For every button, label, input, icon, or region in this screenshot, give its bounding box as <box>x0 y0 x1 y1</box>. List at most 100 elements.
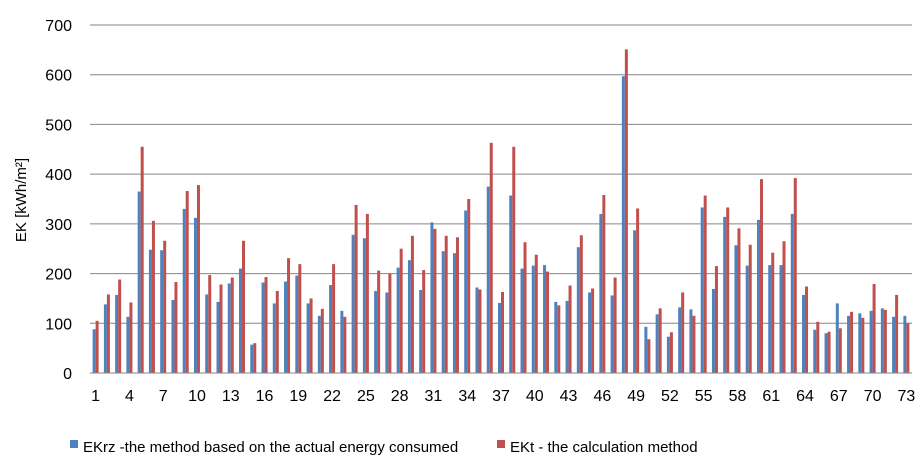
bar-ekrz <box>588 292 592 373</box>
bar-ekrz <box>880 308 884 373</box>
bar-ekt <box>242 240 246 373</box>
bar-ekrz <box>396 267 400 373</box>
x-tick-label: 31 <box>425 388 443 405</box>
y-axis-ticks: 0 100 200 300 400 500 600 700 <box>45 18 72 383</box>
bar-ekrz <box>903 315 907 373</box>
bar-ekrz <box>509 195 513 373</box>
bar-ekt <box>624 49 628 374</box>
x-tick-label: 10 <box>188 388 206 405</box>
bar-ekrz <box>745 265 749 373</box>
y-tick-label: 0 <box>63 366 72 383</box>
legend-swatch <box>497 440 505 448</box>
y-axis-title: EK [kWh/m²] <box>13 158 30 242</box>
legend-item: EKrz -the method based on the actual ene… <box>70 439 458 456</box>
bar-ekrz <box>790 213 794 373</box>
bar-ekt <box>253 343 257 373</box>
y-tick-label: 300 <box>45 217 72 234</box>
bar-ekrz <box>723 216 727 373</box>
bar-ekt <box>185 191 189 373</box>
bar-ekt <box>714 266 718 373</box>
bar-ekrz <box>306 303 310 373</box>
x-tick-label: 1 <box>91 388 100 405</box>
bar-ekt <box>838 328 842 373</box>
bar-ekt <box>613 277 617 373</box>
bar-ekrz <box>813 329 817 373</box>
x-tick-label: 40 <box>526 388 544 405</box>
bar-ekrz <box>317 315 321 373</box>
legend-label: EKt - the calculation method <box>510 439 698 456</box>
bar-ekrz <box>295 275 299 373</box>
bar-ekt <box>512 146 516 373</box>
bar-ekrz <box>858 313 862 373</box>
bar-ekt <box>692 315 696 373</box>
bar-ekrz <box>160 250 164 373</box>
legend: EKrz -the method based on the actual ene… <box>70 439 698 456</box>
bar-ekt <box>174 282 178 373</box>
bar-ekt <box>793 178 797 373</box>
bar-ekrz <box>633 230 637 373</box>
x-tick-label: 13 <box>222 388 240 405</box>
bar-ekt <box>287 258 291 373</box>
bar-ekt <box>163 240 167 373</box>
bar-ekt <box>546 271 550 373</box>
bar-ekt <box>568 285 572 373</box>
bar-ekt <box>208 275 212 373</box>
bar-ekt <box>365 213 369 373</box>
bar-ekrz <box>892 316 896 373</box>
bar-ekrz <box>239 268 243 373</box>
x-axis-ticks: 1 4 7 10 13 16 19 22 25 28 31 34 37 40 43 46 49 52 55 58 61 6… <box>91 388 915 405</box>
bar-ekrz <box>261 282 265 373</box>
bar-ekt <box>782 241 786 373</box>
bar-ekrz <box>284 281 288 373</box>
bar-ekrz <box>340 310 344 373</box>
x-tick-label: 19 <box>289 388 307 405</box>
bar-ekrz <box>768 265 772 373</box>
x-tick-label: 52 <box>661 388 679 405</box>
bar-ekt <box>467 199 471 373</box>
bar-ekrz <box>644 326 648 373</box>
bar-ekt <box>444 235 448 373</box>
bar-ekt <box>298 264 302 373</box>
x-tick-label: 16 <box>256 388 274 405</box>
bar-ekrz <box>126 316 130 373</box>
bar-ekrz <box>531 265 535 373</box>
bar-ekrz <box>824 333 828 373</box>
bar-ekrz <box>385 292 389 373</box>
x-tick-label: 43 <box>560 388 578 405</box>
x-tick-label: 55 <box>695 388 713 405</box>
bar-ekt <box>354 204 358 373</box>
bar-ekrz <box>802 294 806 373</box>
bar-ekt <box>669 332 673 373</box>
x-tick-label: 70 <box>864 388 882 405</box>
bar-ekrz <box>565 300 569 373</box>
bar-ekrz <box>689 309 693 373</box>
bar-ekrz <box>734 245 738 373</box>
x-tick-label: 37 <box>492 388 510 405</box>
bar-ekt <box>501 291 504 373</box>
bar-ekt <box>557 305 561 373</box>
legend-swatch <box>70 440 78 448</box>
bar-ekrz <box>216 301 220 373</box>
bar-ekrz <box>227 283 231 373</box>
bar-ekrz <box>498 302 501 373</box>
bar-ekrz <box>205 294 209 373</box>
bar-ekrz <box>486 186 490 373</box>
y-tick-label: 600 <box>45 68 72 85</box>
x-tick-label: 46 <box>593 388 611 405</box>
bar-ekt <box>332 264 336 373</box>
y-tick-label: 700 <box>45 18 72 35</box>
bar-ekt <box>759 179 763 373</box>
bar-ekrz <box>520 268 524 373</box>
bar-ekt <box>219 284 223 373</box>
bar-ekt <box>320 308 324 373</box>
bar-ekt <box>388 273 392 373</box>
bar-ekrz <box>711 288 715 373</box>
bar-ekrz <box>475 287 479 373</box>
bar-ekt <box>534 254 538 373</box>
bar-ekt <box>636 208 640 373</box>
bar-ekt <box>523 242 527 373</box>
x-tick-label: 64 <box>796 388 814 405</box>
bar-ekrz <box>621 76 625 373</box>
bar-ekt <box>591 288 595 373</box>
